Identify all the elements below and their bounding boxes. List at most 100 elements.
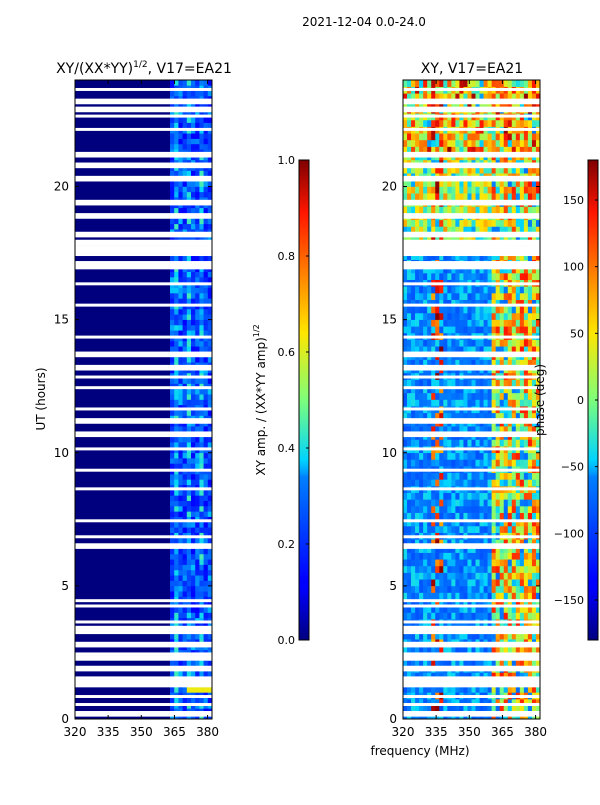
phase-cell <box>415 699 420 706</box>
phase-cell <box>459 186 464 194</box>
phase-cell <box>527 512 533 520</box>
phase-cell <box>503 525 509 533</box>
phase-cell <box>439 579 444 587</box>
phase-cell <box>431 386 436 394</box>
phase-cell <box>479 139 484 147</box>
phase-cell <box>483 525 488 533</box>
phase-cell <box>471 266 476 274</box>
phase-cell <box>423 512 428 520</box>
amp-cell <box>195 410 200 416</box>
phase-cell <box>531 293 537 300</box>
phase-cell <box>471 699 476 706</box>
phase-cell <box>419 559 424 567</box>
phase-cell <box>527 552 533 560</box>
phase-cell <box>495 659 501 667</box>
amp-cell <box>178 223 183 230</box>
phase-cell <box>523 253 529 261</box>
amp-cell <box>203 553 209 560</box>
phase-cell <box>487 219 492 227</box>
phase-cell <box>407 452 412 460</box>
phase-cell <box>407 206 412 214</box>
phase-cell <box>447 479 452 487</box>
phase-cell <box>455 545 460 553</box>
phase-cell <box>451 119 456 127</box>
phase-cell <box>527 499 533 507</box>
phase-cell <box>487 392 492 400</box>
amp-cell <box>182 580 188 587</box>
amp-cell <box>199 559 204 565</box>
amp-cell <box>182 458 188 464</box>
amp-cell <box>203 324 209 331</box>
phase-cell <box>531 253 537 261</box>
phase-cell <box>447 339 452 347</box>
phase-cell <box>503 552 509 560</box>
phase-cell <box>531 672 537 680</box>
phase-cell <box>531 286 537 294</box>
phase-cell <box>459 699 464 706</box>
phase-cell <box>439 179 444 187</box>
phase-cell <box>487 492 492 500</box>
phase-flag-row <box>403 106 540 110</box>
amp-cell <box>178 330 183 336</box>
amp-cell <box>195 346 200 352</box>
amp-flag-row <box>75 215 212 219</box>
amp-cell <box>174 687 179 693</box>
amp-cell <box>191 687 196 693</box>
phase-cell <box>439 492 444 500</box>
amp-flag-row <box>75 154 212 158</box>
phase-cell <box>447 452 452 460</box>
phase-cell <box>443 133 448 141</box>
phase-cell <box>507 506 513 513</box>
phase-cell <box>427 519 432 527</box>
phase-cell <box>527 319 533 327</box>
phase-cell <box>471 219 476 227</box>
amp-cell <box>170 660 175 667</box>
phase-cell <box>479 565 484 573</box>
phase-cell <box>487 166 492 174</box>
phase-cell <box>439 293 444 300</box>
amp-cell <box>178 548 183 555</box>
phase-cell <box>427 506 432 513</box>
phase-cell <box>447 645 452 653</box>
amp-cell <box>186 452 192 459</box>
amp-cell <box>186 511 192 517</box>
phase-cell <box>527 612 533 620</box>
amp-cell <box>199 521 204 528</box>
amp-cell <box>170 511 175 517</box>
colorbar-tick-label: −50 <box>561 461 584 474</box>
amp-cell <box>207 521 213 528</box>
phase-cell <box>431 93 436 101</box>
phase-cell <box>531 612 537 620</box>
phase-cell <box>423 412 428 420</box>
amp-cell <box>195 330 200 336</box>
phase-cell <box>495 519 501 527</box>
phase-cell <box>523 273 529 280</box>
phase-cell <box>439 312 444 320</box>
phase-cell <box>495 253 501 261</box>
amp-cell <box>207 585 213 592</box>
phase-cell <box>503 565 509 573</box>
phase-cell <box>531 306 537 314</box>
phase-cell <box>511 339 517 347</box>
phase-cell <box>407 645 412 653</box>
phase-cell <box>491 326 496 334</box>
phase-cell <box>475 439 480 447</box>
phase-cell <box>471 632 476 640</box>
amp-cell <box>207 388 213 395</box>
amp-cell <box>186 463 192 470</box>
phase-cell <box>419 412 424 420</box>
phase-cell <box>503 512 509 520</box>
phase-cell <box>411 672 416 680</box>
phase-cell <box>507 605 513 613</box>
amp-flag-row <box>75 231 212 235</box>
amp-cell <box>203 591 209 597</box>
phase-cell <box>431 253 436 261</box>
phase-axes-frame <box>402 79 541 720</box>
phase-cell <box>439 559 444 567</box>
phase-cell <box>499 512 505 520</box>
phase-cell <box>511 426 517 434</box>
phase-cell <box>427 339 432 347</box>
phase-cell <box>487 472 492 480</box>
phase-cell <box>491 293 496 300</box>
phase-cell <box>475 286 480 294</box>
